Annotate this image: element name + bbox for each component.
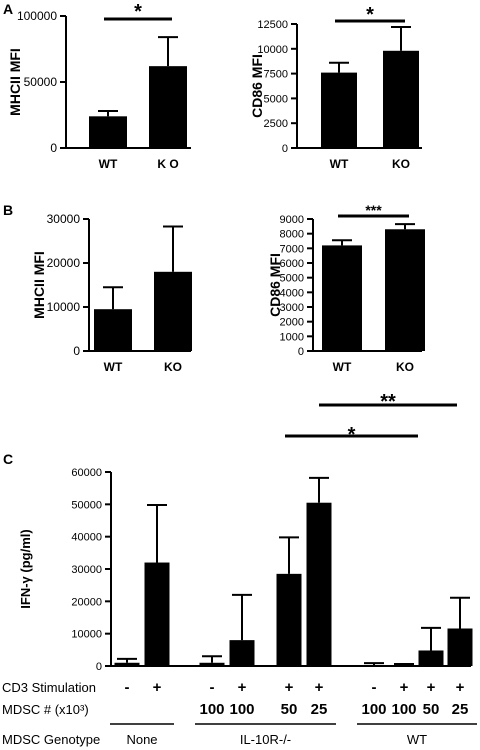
chart4-y-tick-label: 0 [298,346,304,358]
chart1-category-label: K O [157,157,178,171]
chart5-row-cell: + [315,679,324,696]
chart5-y-tick-label: 10000 [71,629,102,641]
chart5-y-tick-label: 50000 [71,499,102,511]
chart5-row-cell: 100 [199,701,224,718]
chart5-row-cell: 25 [452,701,469,718]
chart5-genotype-group: IL-10R-/- [240,732,291,747]
chart5-bar [229,640,255,666]
chart4-bar [385,229,425,351]
chart3-y-tick-label: 10000 [47,300,81,314]
chart5-y-tick-label: 0 [96,661,102,673]
chart2-y-tick-label: 7500 [264,69,288,81]
chart1-bar [89,116,127,148]
chart1-bar [149,66,187,148]
chart4-y-tick-label: 7000 [280,243,304,255]
chart2-y-tick-label: 5000 [264,93,288,105]
chart4-y-tick-label: 5000 [280,273,304,285]
chart2-category-label: WT [330,157,349,171]
chart4-category-label: WT [333,360,352,374]
chart3-y-tick-label: 30000 [47,212,81,226]
chart5-row-cell: - [210,679,215,696]
chart4-bar [322,245,362,351]
chart5-y-tick-label: 30000 [71,564,102,576]
chart2-significance-label: * [366,4,374,26]
chart5-genotype-group: WT [407,732,427,747]
chart2-y-tick-label: 2500 [264,118,288,130]
chart5-bar [361,665,387,666]
chart5-y-tick-label: 20000 [71,596,102,608]
chart2-bar [383,50,419,149]
chart4-y-tick-label: 9000 [280,214,304,226]
chart5-row-cell: + [285,679,294,696]
chart5-row-cell: + [153,679,162,696]
chart5-significance-label: * [348,424,356,446]
chart5-bar [447,628,473,666]
chart5-row-cell: 100 [391,701,416,718]
chart2-y-tick-label: 10000 [257,44,288,56]
chart5-row-cell: 100 [361,701,386,718]
chart4-y-tick-label: 3000 [280,302,304,314]
chart5-row-label: MDSC # (x10³) [2,702,89,717]
chart5-row-cell: 50 [423,701,440,718]
chart5-row-cell: + [238,679,247,696]
chart2-y-axis-label: CD86 MFI [249,54,265,118]
chart3-category-label: KO [164,360,182,374]
chart4-y-tick-label: 4000 [280,287,304,299]
chart5-bar [306,502,332,666]
chart5-row-cell: 50 [281,701,298,718]
chart5-row-cell: + [427,679,436,696]
chart5-row-cell: 25 [311,701,328,718]
chart3-category-label: WT [104,360,123,374]
chart5-panel-label: C [3,451,13,467]
chart1-y-tick-label: 0 [50,141,57,155]
chart5-row-cell: 100 [229,701,254,718]
chart3-bar [154,271,192,351]
chart5-genotype-label: MDSC Genotype [2,732,100,747]
chart3-y-axis-label: MHCII MFI [31,251,47,319]
chart4-y-tick-label: 2000 [280,317,304,329]
chart5-bar [418,650,444,666]
chart5-row-label: CD3 Stimulation [2,680,96,695]
chart4-y-axis-label: CD86 MFI [267,253,283,317]
chart4-y-tick-label: 6000 [280,258,304,270]
chart5-bar [199,662,225,666]
chart2-category-label: KO [392,157,410,171]
chart1-y-tick-label: 50000 [24,75,58,89]
chart3-y-tick-label: 0 [73,344,80,358]
chart5-bar [114,662,140,666]
chart1-y-axis-label: MHCII MFI [7,48,23,116]
chart4-significance-label: *** [365,202,382,218]
chart3-y-tick-label: 20000 [47,256,81,270]
chart5-bar [144,562,170,666]
chart5-y-tick-label: 60000 [71,467,102,479]
chart4-category-label: KO [396,360,414,374]
chart5-row-cell: - [125,679,130,696]
chart5-bar [391,665,417,666]
chart1-panel-label: A [3,1,13,17]
chart4-y-tick-label: 8000 [280,229,304,241]
chart5-row-cell: + [400,679,409,696]
chart5-bar [276,573,302,666]
chart5-row-cell: - [372,679,377,696]
chart2-y-tick-label: 12500 [257,19,288,31]
chart2-bar [321,72,357,148]
chart5-genotype-group: None [126,732,157,747]
chart5-y-axis-label: IFN-γ (pg/ml) [18,529,33,608]
chart2-y-tick-label: 0 [282,143,288,155]
chart5-row-cell: + [456,679,465,696]
chart3-bar [94,309,132,351]
chart5-significance-label: ** [380,391,396,413]
chart3-panel-label: B [3,202,13,218]
chart4-y-tick-label: 1000 [280,331,304,343]
chart1-category-label: WT [99,157,118,171]
chart5-y-tick-label: 40000 [71,532,102,544]
chart1-y-tick-label: 100000 [17,9,57,23]
chart1-significance-label: * [134,1,142,23]
